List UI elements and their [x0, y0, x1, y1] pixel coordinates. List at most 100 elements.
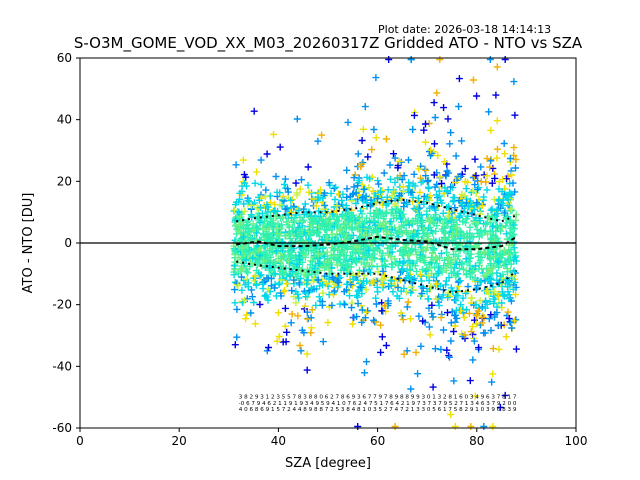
scatter-point	[319, 338, 327, 346]
scatter-point	[504, 283, 512, 291]
scatter-point	[456, 277, 464, 285]
scatter-point	[263, 347, 271, 355]
scatter-point	[438, 199, 446, 207]
scatter-point	[426, 264, 434, 272]
scatter-point	[256, 301, 264, 308]
scatter-point	[316, 282, 324, 290]
scatter-point	[343, 193, 351, 201]
scatter-point	[480, 248, 488, 256]
scatter-point	[377, 188, 384, 196]
scatter-point	[431, 140, 438, 148]
scatter-point	[476, 297, 484, 304]
scatter-point	[281, 175, 289, 183]
scatter-point	[360, 231, 368, 239]
scatter-point	[461, 192, 469, 200]
ticks-layer: 0 20 40 60 80 100 -60 -40 -20 0 20 40 60	[52, 51, 587, 448]
scatter-point	[261, 292, 269, 300]
scatter-point	[357, 207, 365, 215]
scatter-point	[488, 378, 496, 386]
scatter-point	[467, 328, 475, 336]
scatter-point	[495, 345, 503, 353]
scatter-point	[500, 246, 508, 254]
annotation-layer: 3 8 2 9 3 1 2 3 5 5 7 8 3 8 8 0 6 2 7 8 …	[239, 395, 517, 413]
scatter-point	[261, 193, 269, 200]
scatter-point	[437, 346, 445, 353]
scatter-point	[444, 293, 452, 301]
scatter-point	[231, 286, 239, 294]
scatter-point	[476, 257, 484, 265]
scatter-point	[405, 179, 413, 186]
scatter-point	[510, 144, 518, 152]
scatter-point	[235, 227, 243, 235]
scatter-point	[327, 189, 335, 197]
scatter-point	[424, 271, 432, 279]
scatter-point	[270, 271, 278, 279]
scatter-point	[487, 241, 495, 249]
scatter-point	[451, 423, 459, 430]
scatter-point	[461, 165, 469, 173]
scatter-point	[507, 260, 515, 268]
scatter-point	[277, 262, 285, 270]
scatter-point	[497, 227, 505, 235]
scatter-point	[467, 189, 475, 196]
scatter-point	[488, 265, 496, 273]
scatter-point	[304, 181, 312, 189]
scatter-point	[498, 224, 506, 232]
scatter-point	[410, 111, 418, 119]
scatter-point	[413, 267, 420, 275]
scatter-point	[384, 186, 392, 194]
scatter-point	[291, 227, 299, 235]
scatter-point	[430, 99, 438, 107]
scatter-point	[318, 236, 326, 244]
scatter-point	[512, 291, 519, 299]
scatter-point	[423, 194, 430, 202]
scatter-point	[324, 319, 332, 326]
scatter-point	[497, 204, 504, 212]
scatter-point	[328, 230, 336, 238]
scatter-point	[442, 277, 450, 285]
scatter-point	[455, 75, 463, 83]
y-axis-label: ATO - NTO [DU]	[21, 193, 36, 294]
scatter-point	[385, 56, 393, 63]
plot-date: Plot date: 2026-03-18 14:14:13	[378, 23, 552, 36]
scatter-point	[372, 74, 380, 82]
scatter-point	[244, 217, 252, 225]
scatter-point	[283, 328, 291, 336]
scatter-point	[416, 271, 424, 279]
scatter-point	[329, 291, 337, 299]
scatter-point	[453, 224, 461, 232]
scatter-point	[487, 206, 495, 214]
scatter-point	[464, 233, 472, 241]
annotation-row: 4 0 6 8 6 9 1 5 7 2 4 4 8 9 8 8 7 2 5 3 …	[239, 407, 517, 413]
scatter-point	[472, 172, 480, 180]
scatter-point	[413, 257, 421, 265]
scatter-point	[486, 163, 494, 171]
scatter-point	[247, 201, 255, 209]
scatter-point	[466, 273, 474, 281]
scatter-point	[502, 333, 510, 341]
scatter-point	[235, 254, 243, 262]
scatter-point	[257, 244, 264, 252]
scatter-point	[419, 218, 427, 226]
scatter-point	[371, 238, 379, 246]
scatter-point	[452, 271, 460, 279]
scatter-point	[305, 188, 313, 196]
scatter-point	[366, 268, 374, 276]
scatter-point	[290, 276, 298, 284]
scatter-point	[419, 226, 427, 234]
scatter-point	[296, 342, 304, 349]
scatter-point	[377, 348, 385, 356]
scatter-point	[378, 333, 386, 341]
scatter-point	[307, 232, 315, 240]
scatter-point	[296, 230, 304, 238]
scatter-point	[444, 309, 451, 317]
scatter-point	[248, 286, 255, 294]
scatter-point	[442, 172, 450, 180]
scatter-point	[343, 244, 351, 252]
scatter-point	[493, 117, 501, 125]
scatter-point	[419, 266, 427, 273]
scatter-point	[404, 272, 412, 280]
scatter-point	[304, 163, 312, 171]
scatter-point	[469, 217, 477, 225]
scatter-point	[501, 56, 509, 63]
